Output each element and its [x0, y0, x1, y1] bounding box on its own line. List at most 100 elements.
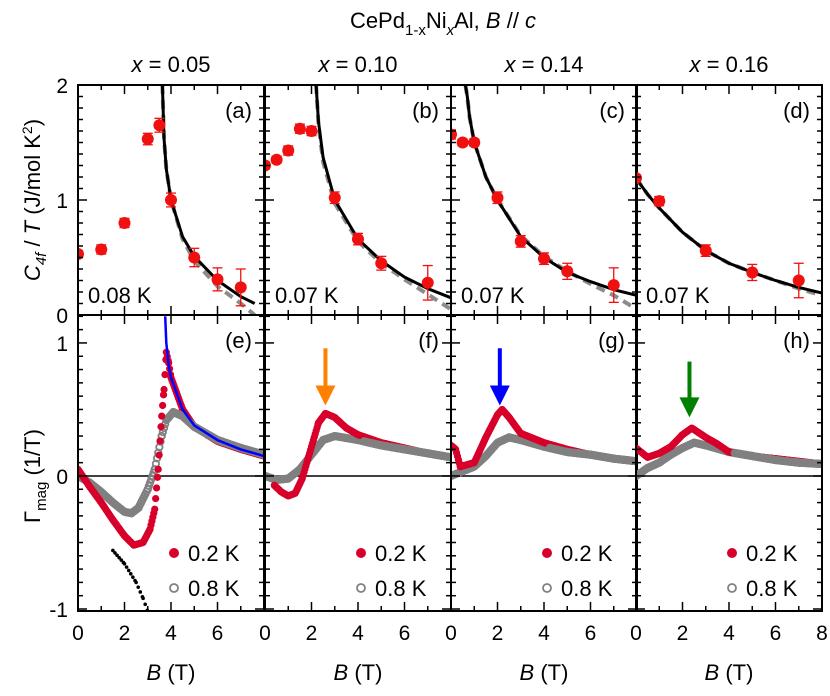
data-point: [514, 235, 527, 248]
arrow-head: [489, 385, 510, 406]
panel-label: (e): [225, 328, 252, 353]
panel-d: (d) 0.07 K: [635, 84, 823, 316]
dotted-line-point: [126, 568, 131, 573]
dotted-line-point: [119, 558, 124, 562]
panel-h: (h) 0.2 K 0.8 K 0 2 4 6 8 B (T): [630, 314, 828, 685]
panel-b: (b) 0.07 K: [264, 84, 452, 316]
legend-marker-0.2K: [356, 548, 366, 558]
x-axis-label: B (T): [705, 660, 754, 685]
blue-fit-line: [163, 316, 264, 458]
data-point-0.2K: [156, 437, 164, 445]
x-tick-label: 6: [399, 622, 411, 645]
data-point: [305, 125, 318, 137]
panel-f: (f) 0.2 K 0.8 K 0 2 4 6 B (T): [259, 314, 452, 685]
data-point: [792, 274, 805, 287]
y-tick-label-top: 0: [56, 305, 68, 328]
data-point-0.2K: [159, 391, 168, 399]
plot-area: [636, 172, 822, 299]
data-point: [95, 243, 108, 256]
y-axis-label-top: C4f / T (J/mol K2): [19, 119, 50, 281]
dotted-line-point: [124, 565, 129, 569]
x-tick-label: 0: [259, 622, 271, 645]
plot-area: [451, 348, 637, 481]
data-point: [607, 279, 620, 292]
data-point-0.2K: [161, 370, 169, 379]
panel-e: (e) 0.2 K 0.8 K 0 2 4 6 B (T): [72, 314, 265, 685]
data-point-0.2K: [155, 451, 163, 459]
legend-label: 0.2 K: [375, 541, 427, 566]
data-point: [538, 252, 550, 265]
data-point: [188, 251, 201, 264]
column-header: x = 0.14: [504, 52, 584, 77]
plot-area: [265, 348, 451, 500]
plot-area: [451, 85, 637, 312]
x-tick-label: 2: [677, 622, 689, 645]
dotted-line-point: [136, 585, 141, 589]
y-tick-label-bottom: 1: [56, 333, 68, 356]
plot-area: [78, 85, 256, 315]
x-tick-label: 6: [212, 622, 224, 645]
panel-label: (g): [598, 328, 625, 353]
dotted-line-point: [134, 580, 138, 585]
y-tick-label-top: 2: [56, 75, 68, 98]
data-point-0.2K: [159, 401, 167, 410]
plot-area: [265, 85, 451, 311]
data-point: [153, 119, 166, 132]
data-point: [491, 191, 504, 204]
legend-marker-0.8K: [169, 583, 179, 593]
panel-label: (h): [783, 328, 810, 353]
legend-label: 0.2 K: [188, 541, 240, 566]
legend-label: 0.8 K: [375, 576, 427, 601]
column-header: x = 0.16: [689, 52, 769, 77]
data-point: [234, 281, 247, 294]
x-tick-label: 0: [72, 622, 84, 645]
legend-label: 0.8 K: [561, 576, 613, 601]
data-point-0.2K: [154, 465, 162, 473]
x-tick-label: 8: [816, 622, 828, 645]
dotted-line-point: [122, 561, 127, 566]
data-point: [352, 233, 364, 246]
legend-marker-0.2K: [727, 548, 737, 558]
data-point-0.2K: [157, 423, 165, 431]
legend-marker-0.8K: [727, 583, 737, 593]
data-point: [699, 244, 712, 257]
data-point: [456, 136, 469, 149]
panel-label: (c): [599, 98, 625, 123]
legend-marker-0.8K: [542, 583, 552, 593]
fit-solid-line: [636, 177, 822, 295]
dotted-line-point: [113, 551, 117, 555]
x-tick-label: 2: [119, 622, 131, 645]
data-point: [141, 133, 154, 146]
fit-solid-line: [463, 85, 637, 297]
figure-title: CePd1-xNixAl, B // c: [350, 8, 536, 39]
data-point: [561, 265, 574, 278]
dotted-line-point: [128, 572, 133, 576]
x-tick-label: 2: [306, 622, 318, 645]
y-tick-label-bottom: 0: [56, 466, 68, 489]
panel-label: (d): [783, 98, 810, 123]
panel-label: (f): [418, 328, 439, 353]
dotted-line-point: [141, 596, 145, 601]
y-tick-label-bottom: -1: [49, 599, 68, 622]
y-tick-label-top: 1: [56, 190, 68, 213]
data-point: [165, 194, 177, 206]
data-point-0.2K: [152, 484, 161, 492]
legend-label: 0.8 K: [746, 576, 798, 601]
panel-frame: [264, 314, 452, 612]
temperature-label: 0.07 K: [275, 283, 339, 308]
dotted-line-point: [138, 590, 143, 594]
x-tick-label: 0: [445, 622, 457, 645]
legend-label: 0.2 K: [746, 541, 798, 566]
x-tick-label: 2: [492, 622, 504, 645]
temperature-label: 0.07 K: [461, 283, 525, 308]
plot-area: [78, 316, 264, 611]
temperature-label: 0.07 K: [646, 283, 710, 308]
data-point: [211, 273, 224, 286]
x-tick-label: 4: [723, 622, 735, 645]
panel-a: (a) 0.08 K: [77, 84, 265, 316]
x-tick-label: 4: [165, 622, 177, 645]
panel-g: (g) 0.2 K 0.8 K 0 2 4 6 B (T): [445, 314, 638, 685]
dotted-line-point: [111, 548, 115, 553]
data-point: [468, 136, 481, 149]
x-axis-label: B (T): [147, 660, 196, 685]
